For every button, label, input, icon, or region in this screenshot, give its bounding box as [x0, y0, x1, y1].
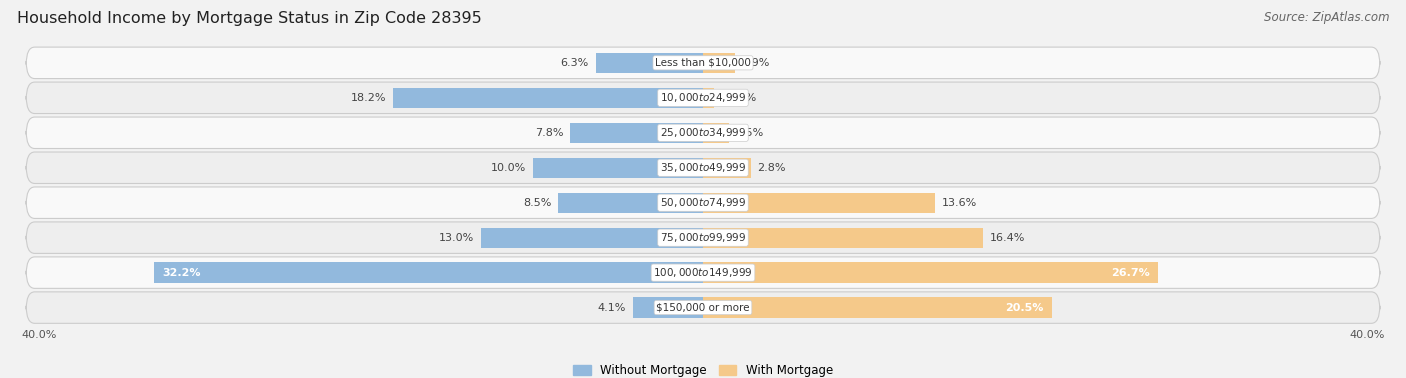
FancyBboxPatch shape: [27, 152, 1379, 183]
Text: Source: ZipAtlas.com: Source: ZipAtlas.com: [1264, 11, 1389, 24]
FancyBboxPatch shape: [27, 47, 1379, 79]
FancyBboxPatch shape: [27, 222, 1379, 253]
Bar: [703, 53, 735, 73]
Text: $50,000 to $74,999: $50,000 to $74,999: [659, 196, 747, 209]
Text: $75,000 to $99,999: $75,000 to $99,999: [659, 231, 747, 244]
Text: Less than $10,000: Less than $10,000: [655, 58, 751, 68]
Text: 0.65%: 0.65%: [721, 93, 756, 103]
Bar: [703, 192, 935, 213]
Text: $150,000 or more: $150,000 or more: [657, 303, 749, 313]
Bar: [703, 228, 983, 248]
Text: 13.6%: 13.6%: [942, 198, 977, 208]
Text: $100,000 to $149,999: $100,000 to $149,999: [654, 266, 752, 279]
FancyBboxPatch shape: [27, 82, 1379, 113]
Bar: [481, 228, 703, 248]
Text: $25,000 to $34,999: $25,000 to $34,999: [659, 126, 747, 139]
FancyBboxPatch shape: [27, 117, 1379, 149]
Text: 2.8%: 2.8%: [758, 163, 786, 173]
Bar: [703, 297, 1053, 318]
Text: 26.7%: 26.7%: [1111, 268, 1150, 277]
Bar: [703, 88, 714, 108]
Text: 4.1%: 4.1%: [598, 303, 626, 313]
Text: 1.9%: 1.9%: [742, 58, 770, 68]
Text: 40.0%: 40.0%: [21, 330, 56, 340]
FancyBboxPatch shape: [27, 257, 1379, 288]
Text: 10.0%: 10.0%: [491, 163, 526, 173]
Text: Household Income by Mortgage Status in Zip Code 28395: Household Income by Mortgage Status in Z…: [17, 11, 482, 26]
Bar: [533, 158, 703, 178]
Bar: [392, 88, 703, 108]
Bar: [596, 53, 703, 73]
Bar: [703, 262, 1159, 283]
Text: 6.3%: 6.3%: [561, 58, 589, 68]
Legend: Without Mortgage, With Mortgage: Without Mortgage, With Mortgage: [569, 361, 837, 378]
Text: 1.5%: 1.5%: [735, 128, 763, 138]
Text: 13.0%: 13.0%: [439, 233, 475, 243]
Text: 7.8%: 7.8%: [534, 128, 564, 138]
Bar: [569, 122, 703, 143]
Text: 32.2%: 32.2%: [163, 268, 201, 277]
Bar: [155, 262, 703, 283]
Text: $35,000 to $49,999: $35,000 to $49,999: [659, 161, 747, 174]
Bar: [703, 158, 751, 178]
FancyBboxPatch shape: [27, 187, 1379, 218]
Text: 20.5%: 20.5%: [1005, 303, 1045, 313]
Bar: [558, 192, 703, 213]
Bar: [633, 297, 703, 318]
Text: 40.0%: 40.0%: [1350, 330, 1385, 340]
Text: $10,000 to $24,999: $10,000 to $24,999: [659, 91, 747, 104]
Bar: [703, 122, 728, 143]
Text: 8.5%: 8.5%: [523, 198, 551, 208]
Text: 18.2%: 18.2%: [350, 93, 385, 103]
FancyBboxPatch shape: [27, 292, 1379, 323]
Text: 16.4%: 16.4%: [990, 233, 1025, 243]
